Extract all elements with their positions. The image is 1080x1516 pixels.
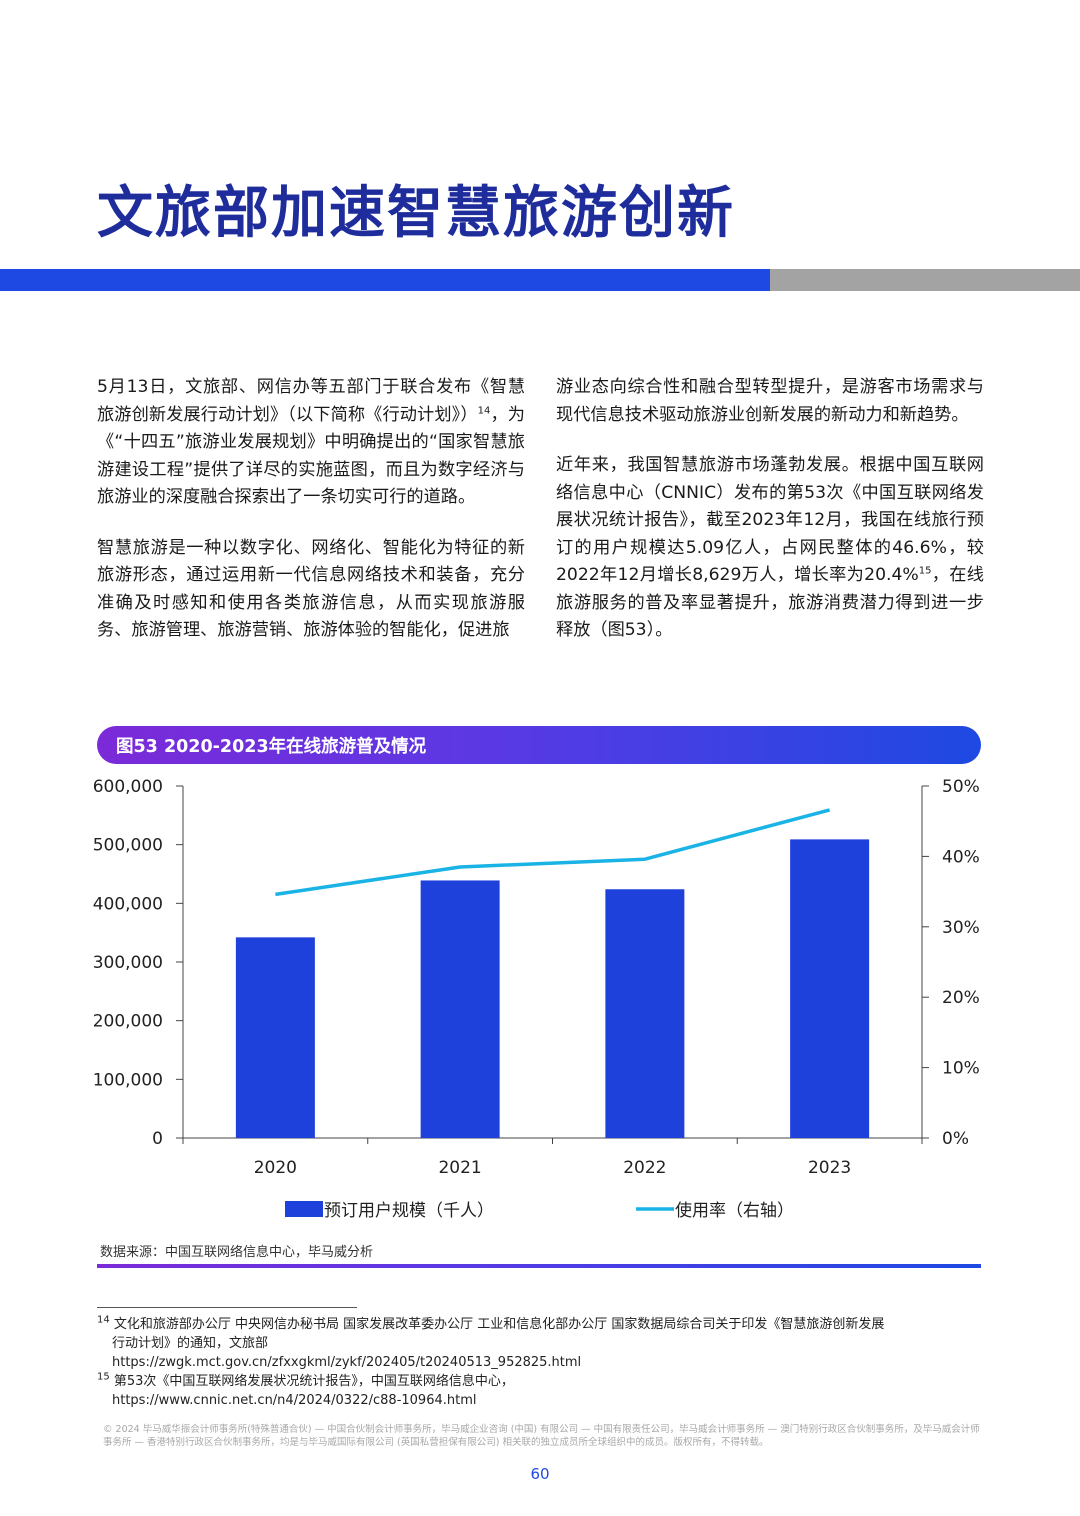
legend-label: 预订用户规模（千人） xyxy=(324,1201,494,1221)
figure-title: 图53 2020-2023年在线旅游普及情况 xyxy=(116,737,427,757)
page-title: 文旅部加速智慧旅游创新 xyxy=(97,181,735,246)
body-column-left: 5月13日，文旅部、网信办等五部门于联合发布《智慧旅游创新发展行动计划》（以下简… xyxy=(97,374,525,668)
footnote-ref[interactable]: 14 xyxy=(477,404,491,416)
y-right-tick-label: 30% xyxy=(942,918,980,938)
y-right-tick-label: 0% xyxy=(942,1129,969,1149)
paragraph: 近年来，我国智慧旅游市场蓬勃发展。根据中国互联网络信息中心（CNNIC）发布的第… xyxy=(556,455,984,640)
y-right-tick-label: 10% xyxy=(942,1059,980,1079)
footnote-link[interactable]: https://zwgk.mct.gov.cn/zfxxgkml/zykf/20… xyxy=(112,1355,582,1370)
paragraph: 智慧旅游是一种以数字化、网络化、智能化为特征的新旅游形态，通过运用新一代信息网络… xyxy=(97,537,525,641)
x-tick-label: 2020 xyxy=(254,1158,297,1178)
series-line xyxy=(275,808,831,897)
y-left-tick-label: 500,000 xyxy=(93,836,163,856)
footnote: 14 文化和旅游部办公厅 中央网信办秘书局 国家发展改革委办公厅 工业和信息化部… xyxy=(97,1315,957,1372)
bar xyxy=(420,880,500,1138)
y-right-tick-label: 20% xyxy=(942,988,980,1008)
legend-label: 使用率（右轴） xyxy=(675,1200,794,1221)
title-bar-gray xyxy=(770,269,1080,291)
footnote-divider xyxy=(97,1307,357,1308)
bar xyxy=(235,937,315,1138)
paragraph: 5月13日，文旅部、网信办等五部门于联合发布《智慧旅游创新发展行动计划》（以下简… xyxy=(97,377,525,507)
y-left-tick-label: 0 xyxy=(152,1129,163,1149)
x-tick-label: 2022 xyxy=(623,1158,666,1178)
y-left-tick-label: 400,000 xyxy=(93,894,163,914)
y-left-tick-label: 600,000 xyxy=(93,777,163,797)
title-bar-blue xyxy=(0,269,770,291)
x-tick-label: 2021 xyxy=(438,1158,481,1178)
paragraph: 游业态向综合性和融合型转型提升，是游客市场需求与现代信息技术驱动旅游业创新发展的… xyxy=(556,377,984,425)
y-left-tick-label: 300,000 xyxy=(93,953,163,973)
y-right-tick-label: 40% xyxy=(942,847,980,867)
footnote: 15 第53次《中国互联网络发展状况统计报告》，中国互联网络信息中心， http… xyxy=(97,1372,957,1410)
data-source: 数据来源：中国互联网络信息中心，毕马威分析 xyxy=(100,1245,374,1260)
y-right-tick-label: 50% xyxy=(942,777,980,797)
legend-swatch-bar xyxy=(285,1201,323,1217)
body-column-right: 游业态向综合性和融合型转型提升，是游客市场需求与现代信息技术驱动旅游业创新发展的… xyxy=(556,374,984,668)
copyright-notice: © 2024 毕马威华振会计师事务所(特殊普通合伙) — 中国合伙制会计师事务所… xyxy=(103,1424,980,1448)
y-left-tick-label: 100,000 xyxy=(93,1070,163,1090)
bar xyxy=(790,839,870,1138)
page-number: 60 xyxy=(530,1465,550,1483)
x-tick-label: 2023 xyxy=(808,1158,851,1178)
bar xyxy=(605,889,685,1138)
footnote-link[interactable]: https://www.cnnic.net.cn/n4/2024/0322/c8… xyxy=(112,1393,477,1408)
source-divider xyxy=(97,1264,981,1268)
figure-header: 图53 2020-2023年在线旅游普及情况 xyxy=(97,726,981,764)
footnote-ref[interactable]: 15 xyxy=(918,565,932,577)
chart: 0 100,000 200,000 300,000 400,000 500,000 600,… xyxy=(93,777,980,1221)
y-left-tick-label: 200,000 xyxy=(93,1012,163,1032)
